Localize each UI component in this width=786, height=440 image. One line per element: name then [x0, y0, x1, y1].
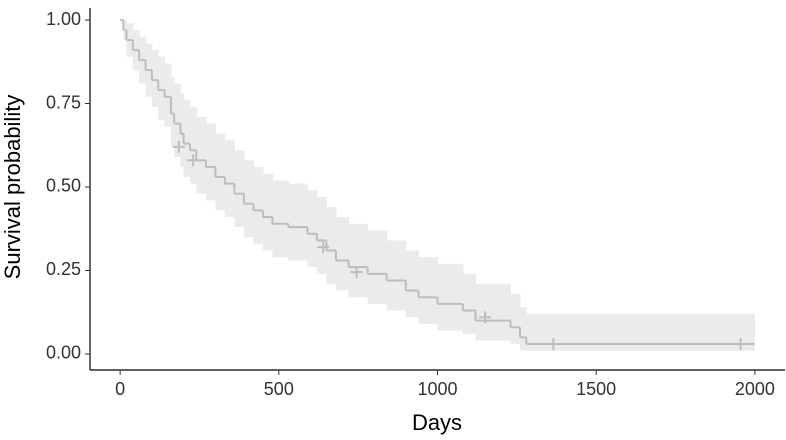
censor-mark [350, 266, 363, 279]
confidence-band [215, 133, 226, 211]
confidence-band [180, 93, 185, 167]
confidence-band [288, 183, 308, 261]
confidence-band [526, 313, 750, 351]
confidence-band [316, 197, 327, 274]
x-tick-label: 1500 [576, 379, 616, 399]
confidence-band [367, 230, 388, 304]
x-tick-label: 2000 [735, 379, 775, 399]
y-tick-label: 0.75 [46, 92, 81, 112]
censor-mark [547, 337, 560, 350]
confidence-band [307, 190, 318, 268]
confidence-band [326, 207, 337, 284]
confidence-band [510, 293, 521, 344]
censor-mark [479, 311, 492, 324]
x-tick-label: 1000 [417, 379, 457, 399]
confidence-band [335, 217, 350, 291]
censor-mark [734, 337, 747, 350]
y-tick-label: 1.00 [46, 9, 81, 29]
confidence-band [253, 166, 264, 244]
confidence-band [164, 63, 172, 127]
confidence-band [224, 140, 235, 218]
confidence-band [405, 250, 419, 318]
confidence-band [183, 100, 191, 177]
censor-mark [317, 241, 330, 254]
confidence-band [462, 273, 477, 334]
confidence-band [205, 123, 216, 201]
confidence-band [748, 313, 756, 351]
confidence-band [418, 257, 438, 324]
confidence-band [520, 307, 527, 351]
censor-mark [187, 154, 200, 167]
x-tick-label: 500 [264, 379, 294, 399]
y-tick-label: 0.50 [46, 176, 81, 196]
confidence-band [386, 240, 407, 311]
confidence-band [234, 150, 245, 228]
confidence-band [272, 180, 289, 258]
confidence-band [437, 263, 464, 331]
confidence-band [262, 173, 273, 251]
confidence-band [475, 283, 511, 341]
x-tick-label: 0 [115, 379, 125, 399]
y-tick-label: 0.25 [46, 259, 81, 279]
censor-mark [172, 140, 185, 153]
confidence-band [348, 223, 369, 298]
confidence-band [170, 76, 175, 147]
confidence-band [151, 50, 159, 107]
confidence-band [174, 83, 181, 157]
confidence-band [158, 56, 166, 121]
y-axis-title: Survival probability [0, 95, 25, 280]
y-tick-label: 0.00 [46, 343, 81, 363]
confidence-band [243, 160, 254, 238]
confidence-band [196, 116, 207, 194]
confidence-band [189, 106, 197, 184]
x-axis-title: Days [412, 410, 462, 435]
